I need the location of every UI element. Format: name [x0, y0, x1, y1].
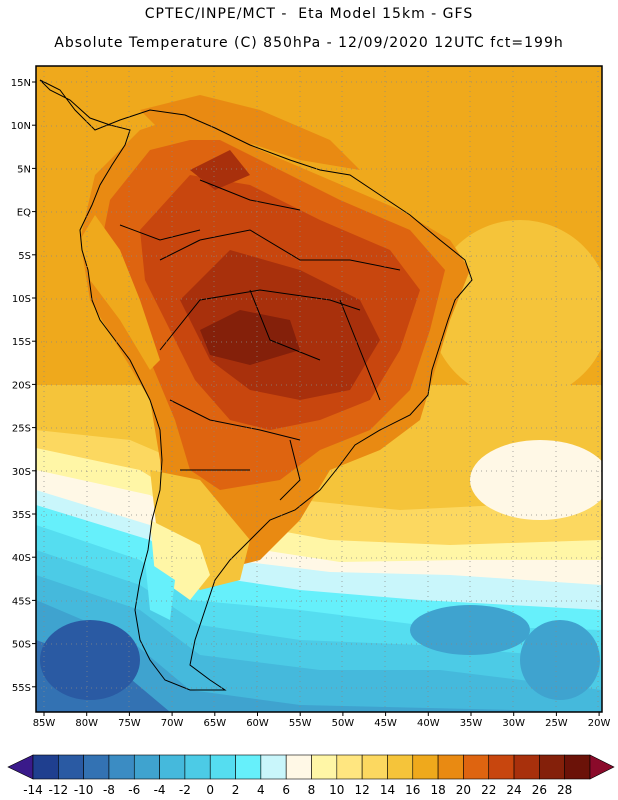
- lat-label: 30S: [12, 467, 31, 478]
- colorbar-swatch: [209, 754, 236, 780]
- colorbar-swatch: [488, 754, 515, 780]
- colorbar-high-arrow: [589, 754, 615, 780]
- lon-label: 80W: [75, 718, 98, 729]
- colorbar-label: 12: [354, 783, 369, 797]
- lon-label: 85W: [33, 718, 56, 729]
- colorbar-swatch: [235, 754, 262, 780]
- colorbar-swatch: [336, 754, 363, 780]
- lon-label: 75W: [118, 718, 141, 729]
- map-title-line1: CPTEC/INPE/MCT - Eta Model 15km - GFS: [144, 6, 474, 22]
- colorbar-swatch: [83, 754, 110, 780]
- lat-label: 10N: [11, 121, 31, 132]
- lon-label: 60W: [246, 718, 269, 729]
- colorbar: -14 -12 -10 -8 -6 -4 -2 0 2 4 6 8 10 12 14 16 18 20 22 24 26…: [7, 754, 615, 797]
- colorbar-label: -10: [74, 783, 94, 797]
- colorbar-label: 10: [329, 783, 344, 797]
- colorbar-label: 20: [456, 783, 471, 797]
- colorbar-label: 24: [506, 783, 521, 797]
- colorbar-swatch: [463, 754, 490, 780]
- colorbar-label: 0: [206, 783, 214, 797]
- lat-label: 50S: [12, 640, 31, 651]
- colorbar-label: -6: [128, 783, 140, 797]
- lat-label: 35S: [12, 510, 31, 521]
- colorbar-label: 18: [430, 783, 445, 797]
- colorbar-swatch: [58, 754, 84, 780]
- colorbar-swatch: [513, 754, 540, 780]
- coastlines: [39, 79, 473, 691]
- colorbar-label: -14: [23, 783, 43, 797]
- lat-label: 15S: [12, 337, 31, 348]
- colorbar-label: 22: [481, 783, 496, 797]
- lat-label: 45S: [12, 596, 31, 607]
- colorbar-swatch: [412, 754, 439, 780]
- lat-label: 10S: [12, 294, 31, 305]
- colorbar-swatch: [260, 754, 287, 780]
- lon-label: 30W: [502, 718, 525, 729]
- lat-label: 55S: [12, 683, 31, 694]
- lon-label: 20W: [588, 718, 611, 729]
- lat-label: 5S: [18, 251, 31, 262]
- lat-label: 40S: [12, 553, 31, 564]
- colorbar-label: 14: [380, 783, 395, 797]
- colorbar-low-arrow: [7, 754, 34, 780]
- colorbar-swatch: [564, 754, 591, 780]
- colorbar-label: -12: [49, 783, 69, 797]
- lon-label: 55W: [289, 718, 312, 729]
- colorbar-label: 4: [257, 783, 265, 797]
- latitude-labels: 15N 10N 5N EQ 5S 10S 15S 20S 25S 30S 35S 40S 45S 50S 5…: [11, 78, 36, 694]
- colorbar-swatch: [159, 754, 186, 780]
- colorbar-swatch: [539, 754, 565, 780]
- colorbar-swatch: [133, 754, 160, 780]
- lon-label: 45W: [374, 718, 397, 729]
- lon-label: 25W: [545, 718, 568, 729]
- lon-label: 50W: [332, 718, 355, 729]
- lat-label: 25S: [12, 424, 31, 435]
- colorbar-swatch: [184, 754, 211, 780]
- colorbar-swatch: [311, 754, 338, 780]
- lat-label: EQ: [17, 208, 31, 219]
- lon-label: 40W: [417, 718, 440, 729]
- colorbar-label: 26: [532, 783, 547, 797]
- colorbar-label: -4: [154, 783, 166, 797]
- colorbar-label: 8: [308, 783, 316, 797]
- colorbar-swatch: [108, 754, 135, 780]
- lat-label: 15N: [11, 78, 31, 89]
- map-title-line2: Absolute Temperature (C) 850hPa - 12/09/…: [54, 35, 564, 51]
- temperature-field: [36, 66, 602, 712]
- colorbar-label: 2: [232, 783, 240, 797]
- lon-label: 65W: [203, 718, 226, 729]
- colorbar-swatch: [437, 754, 464, 780]
- lon-label: 70W: [161, 718, 184, 729]
- colorbar-swatch: [285, 754, 312, 780]
- colorbar-label: -2: [179, 783, 191, 797]
- colorbar-label: -8: [103, 783, 115, 797]
- colorbar-label: 6: [282, 783, 290, 797]
- colorbar-swatch: [387, 754, 414, 780]
- lat-label: 5N: [17, 164, 31, 175]
- colorbar-label: 28: [557, 783, 572, 797]
- longitude-labels: 85W 80W 75W 70W 65W 60W 55W 50W 45W 40W 35W 30W 25W 2…: [33, 712, 611, 729]
- colorbar-swatch: [32, 754, 59, 780]
- colorbar-swatch: [361, 754, 388, 780]
- lon-label: 35W: [460, 718, 483, 729]
- colorbar-label: 16: [405, 783, 420, 797]
- lat-label: 20S: [12, 380, 31, 391]
- map-frame: [35, 65, 603, 713]
